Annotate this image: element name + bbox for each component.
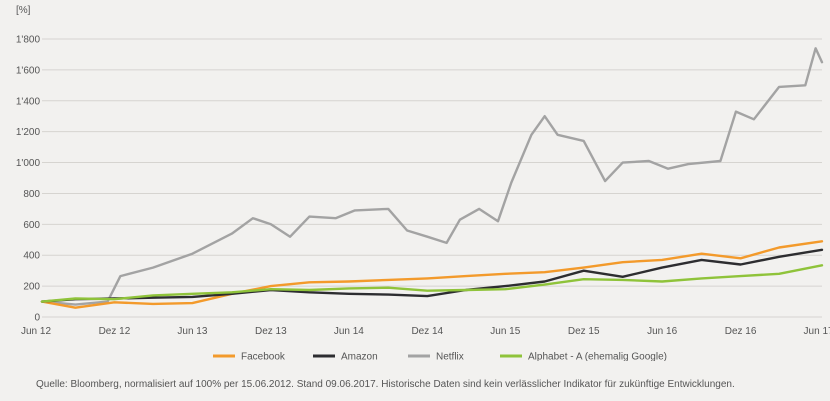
y-tick-label: 200 bbox=[23, 282, 40, 293]
x-axis: Jun 12 Dez 12 Jun 13 Dez 13 Jun 14 Dez 14 Jun … bbox=[21, 326, 830, 337]
y-tick-label: 1'600 bbox=[16, 65, 41, 76]
source-note: Quelle: Bloomberg, normalisiert auf 100%… bbox=[36, 379, 735, 390]
y-tick-label: 1'400 bbox=[16, 96, 41, 107]
y-tick-label: 600 bbox=[23, 220, 40, 231]
series-line bbox=[40, 264, 824, 303]
legend-label: Amazon bbox=[341, 352, 378, 362]
legend-label: Alphabet - A (ehemalig Google) bbox=[528, 352, 667, 362]
line-chart: 0 200 400 600 800 1'000 1'200 1'400 1'600 1'800 J… bbox=[16, 5, 830, 363]
legend-label: Netflix bbox=[436, 352, 464, 362]
x-tick-label: Jun 12 bbox=[21, 326, 51, 337]
y-tick-label: 1'000 bbox=[16, 158, 41, 169]
y-tick-label: 800 bbox=[23, 189, 40, 200]
x-tick-label: Jun 15 bbox=[490, 326, 520, 337]
y-tick-label: 1'200 bbox=[16, 127, 41, 138]
x-tick-label: Dez 16 bbox=[725, 326, 757, 337]
legend-label: Facebook bbox=[241, 352, 286, 362]
y-tick-label: 0 bbox=[34, 313, 40, 324]
y-tick-label: 400 bbox=[23, 251, 40, 262]
series-line bbox=[40, 47, 824, 306]
gridlines bbox=[42, 38, 822, 318]
x-tick-label: Dez 14 bbox=[411, 326, 443, 337]
x-tick-label: Dez 12 bbox=[99, 326, 131, 337]
y-axis: 0 200 400 600 800 1'000 1'200 1'400 1'600 1'800 bbox=[16, 35, 41, 324]
series-line bbox=[40, 248, 824, 303]
x-tick-label: Jun 16 bbox=[647, 326, 677, 337]
legend: Facebook Amazon Netflix Alphabet - A (ehema… bbox=[213, 352, 667, 363]
series-lines bbox=[40, 47, 824, 309]
x-tick-label: Dez 15 bbox=[568, 326, 600, 337]
x-tick-label: Jun 14 bbox=[334, 326, 364, 337]
y-unit-label: [%] bbox=[16, 5, 31, 16]
x-tick-label: Jun 17 bbox=[804, 326, 830, 337]
x-tick-label: Jun 13 bbox=[177, 326, 207, 337]
series-line bbox=[40, 240, 824, 309]
y-tick-label: 1'800 bbox=[16, 35, 41, 46]
x-tick-label: Dez 13 bbox=[255, 326, 287, 337]
